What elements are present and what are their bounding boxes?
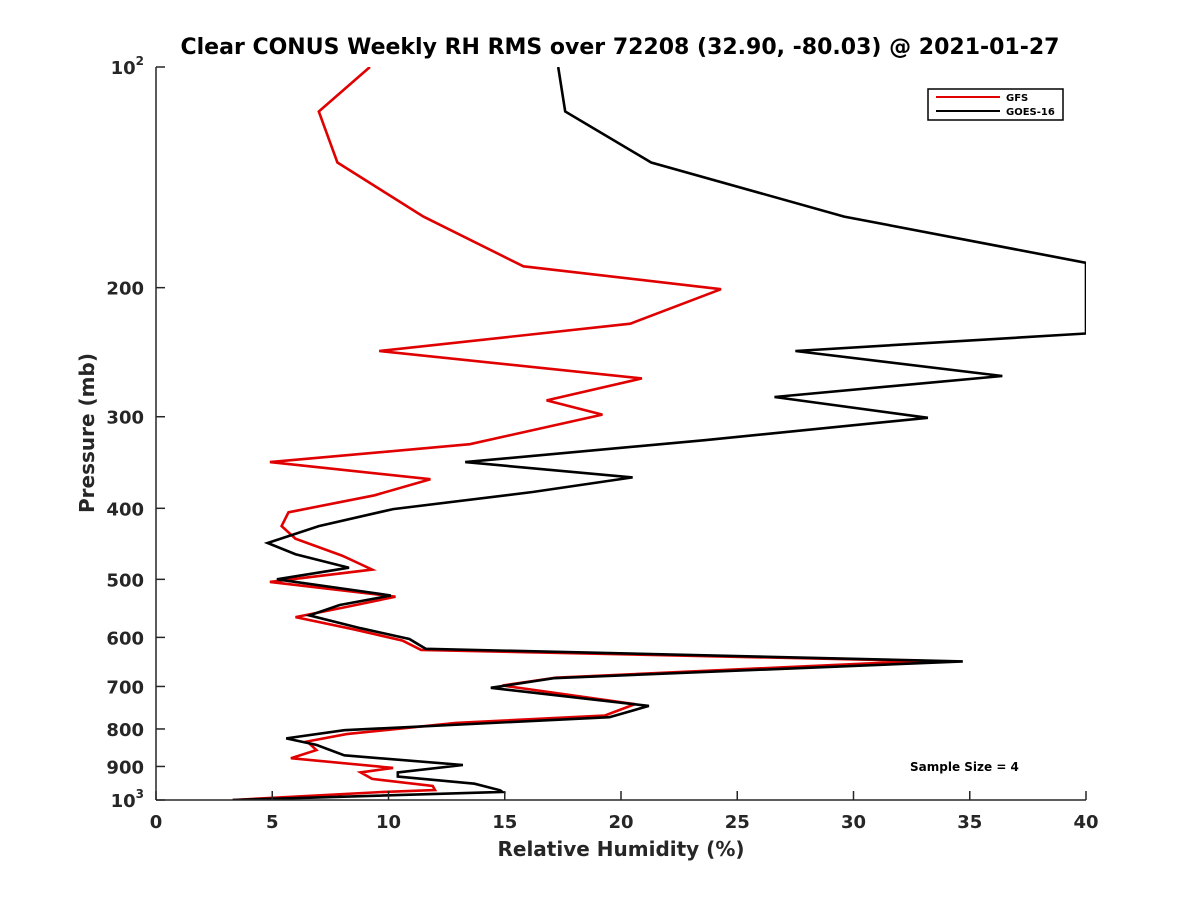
x-tick-label: 30 bbox=[841, 812, 866, 833]
x-tick-label: 10 bbox=[376, 812, 401, 833]
x-tick-label: 15 bbox=[492, 812, 517, 833]
y-tick-label: 600 bbox=[106, 628, 144, 649]
x-tick-label: 35 bbox=[957, 812, 982, 833]
plot-area bbox=[232, 67, 1086, 800]
y-ticks: 102 200 300 400 500 600 700 800 900 103 bbox=[106, 54, 165, 812]
y-tick-label: 700 bbox=[106, 677, 144, 698]
x-ticks: 0 5 10 15 20 25 30 35 40 bbox=[150, 791, 1099, 833]
sample-size-annotation: Sample Size = 4 bbox=[910, 760, 1019, 774]
chart-title: Clear CONUS Weekly RH RMS over 72208 (32… bbox=[181, 35, 1060, 60]
x-tick-label: 20 bbox=[608, 812, 633, 833]
y-tick-label: 400 bbox=[106, 499, 144, 520]
legend-label-gfs: GFS bbox=[1006, 93, 1028, 104]
series-line-gfs bbox=[232, 67, 924, 800]
series-line-goes16 bbox=[232, 67, 1086, 800]
x-tick-label: 25 bbox=[725, 812, 750, 833]
y-tick-label: 103 bbox=[111, 787, 144, 812]
legend-box bbox=[927, 88, 1064, 121]
y-tick-label: 900 bbox=[106, 757, 144, 778]
y-tick-label: 500 bbox=[106, 570, 144, 591]
y-tick-label: 300 bbox=[106, 408, 144, 429]
x-axis-label: Relative Humidity (%) bbox=[497, 837, 744, 861]
x-tick-label: 40 bbox=[1073, 812, 1098, 833]
legend: GFS GOES-16 bbox=[927, 88, 1064, 121]
x-tick-label: 5 bbox=[266, 812, 279, 833]
y-axis-label: Pressure (mb) bbox=[75, 353, 99, 513]
y-tick-label: 102 bbox=[111, 54, 144, 79]
y-tick-label: 800 bbox=[106, 720, 144, 741]
y-tick-label: 200 bbox=[106, 279, 144, 300]
x-tick-label: 0 bbox=[150, 812, 163, 833]
legend-label-goes16: GOES-16 bbox=[1006, 107, 1055, 118]
series-layer bbox=[232, 67, 1086, 800]
